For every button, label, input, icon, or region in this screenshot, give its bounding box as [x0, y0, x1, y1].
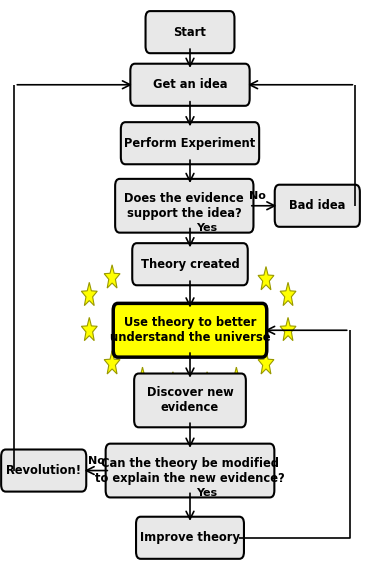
Text: Perform Experiment: Perform Experiment: [124, 137, 256, 150]
Text: Does the evidence
support the idea?: Does the evidence support the idea?: [125, 192, 244, 220]
Polygon shape: [104, 265, 120, 288]
Text: No: No: [249, 191, 266, 201]
Text: Revolution!: Revolution!: [6, 464, 81, 477]
Text: Bad idea: Bad idea: [289, 199, 345, 212]
Text: Start: Start: [174, 26, 206, 39]
FancyBboxPatch shape: [146, 11, 234, 53]
Polygon shape: [81, 318, 97, 341]
Text: Improve theory: Improve theory: [140, 531, 240, 544]
Polygon shape: [258, 351, 274, 374]
FancyBboxPatch shape: [106, 443, 274, 497]
FancyBboxPatch shape: [1, 450, 86, 492]
Text: Yes: Yes: [196, 488, 217, 498]
Polygon shape: [165, 372, 181, 395]
Text: Can the theory be modified
to explain the new evidence?: Can the theory be modified to explain th…: [95, 456, 285, 485]
FancyBboxPatch shape: [115, 179, 253, 232]
Text: Use theory to better
understand the universe: Use theory to better understand the univ…: [110, 316, 270, 344]
Polygon shape: [104, 351, 120, 374]
Polygon shape: [280, 318, 296, 341]
Polygon shape: [280, 282, 296, 306]
Polygon shape: [81, 282, 97, 306]
FancyBboxPatch shape: [113, 303, 267, 357]
FancyBboxPatch shape: [136, 517, 244, 559]
Text: Discover new
evidence: Discover new evidence: [147, 386, 233, 414]
FancyBboxPatch shape: [275, 185, 360, 227]
Polygon shape: [135, 367, 150, 390]
Text: Theory created: Theory created: [141, 258, 239, 270]
FancyBboxPatch shape: [130, 64, 250, 106]
Polygon shape: [199, 372, 215, 395]
Text: No: No: [88, 455, 104, 466]
FancyBboxPatch shape: [121, 122, 259, 164]
FancyBboxPatch shape: [132, 243, 248, 285]
FancyBboxPatch shape: [134, 374, 246, 428]
Polygon shape: [258, 266, 274, 290]
Text: Get an idea: Get an idea: [153, 78, 227, 91]
Polygon shape: [228, 367, 244, 390]
Text: Yes: Yes: [196, 223, 217, 234]
